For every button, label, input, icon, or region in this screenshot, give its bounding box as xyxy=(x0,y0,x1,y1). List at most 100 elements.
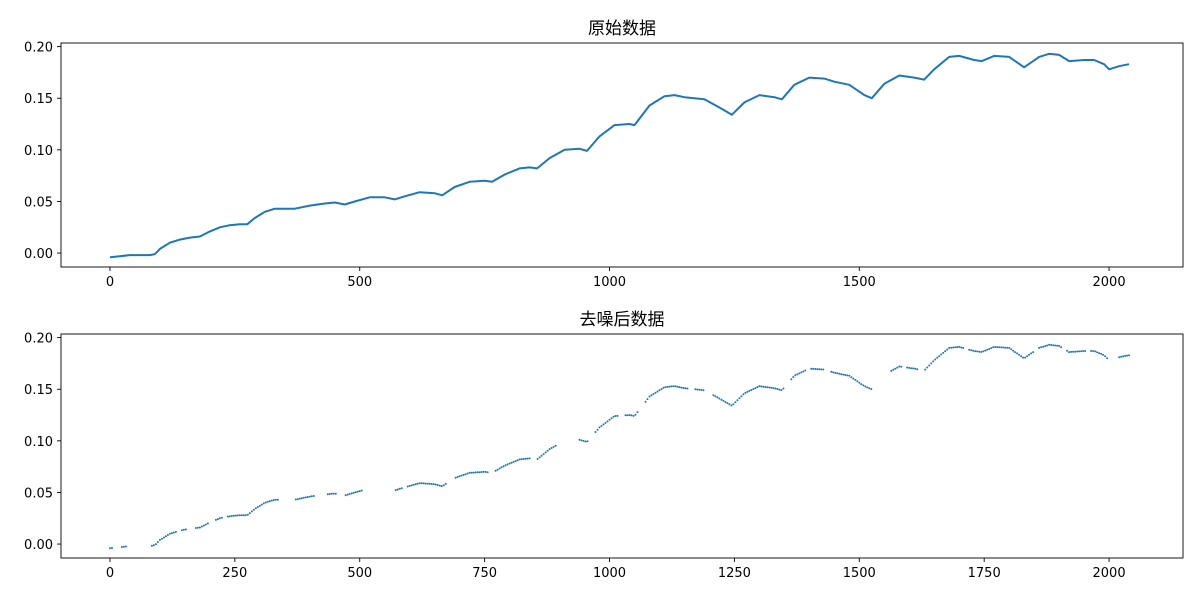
data-point xyxy=(1124,355,1127,357)
data-point xyxy=(612,415,615,418)
data-point xyxy=(272,499,275,501)
data-point xyxy=(742,393,745,396)
data-point xyxy=(236,514,239,517)
data-point xyxy=(550,447,553,449)
data-point xyxy=(986,348,989,351)
data-point xyxy=(160,537,163,540)
data-point xyxy=(252,508,255,511)
data-point xyxy=(998,346,1001,349)
data-point xyxy=(954,346,957,349)
data-point xyxy=(260,503,263,506)
data-point xyxy=(616,414,619,417)
data-point xyxy=(650,394,653,397)
data-point xyxy=(220,516,223,519)
data-point xyxy=(1090,350,1093,352)
data-point xyxy=(926,366,929,369)
data-point xyxy=(270,499,273,502)
data-point xyxy=(414,483,417,486)
data-point xyxy=(154,543,157,546)
data-point xyxy=(1000,346,1003,349)
data-point xyxy=(896,366,899,369)
data-point xyxy=(442,484,445,487)
data-point xyxy=(744,391,747,394)
data-point xyxy=(632,414,635,417)
data-point xyxy=(262,502,265,505)
data-point xyxy=(226,515,229,518)
data-point xyxy=(842,373,845,376)
data-point xyxy=(1094,350,1097,353)
data-point xyxy=(944,350,947,353)
data-point xyxy=(406,485,409,488)
data-point xyxy=(968,348,971,351)
data-point xyxy=(816,368,819,371)
data-point xyxy=(798,372,801,375)
data-point xyxy=(630,414,633,417)
data-point xyxy=(436,484,439,486)
data-point xyxy=(544,451,547,454)
data-point xyxy=(156,541,159,543)
data-point xyxy=(934,358,937,361)
y-tick-label: 0.20 xyxy=(24,332,53,347)
data-point xyxy=(830,370,833,373)
data-point xyxy=(250,510,253,513)
data-point xyxy=(916,368,919,371)
data-point xyxy=(454,476,457,479)
data-point xyxy=(930,362,933,365)
data-point xyxy=(764,386,767,388)
data-point xyxy=(728,403,731,406)
data-point xyxy=(124,545,127,548)
data-point xyxy=(1080,350,1083,353)
data-point xyxy=(938,355,941,358)
data-point xyxy=(348,493,351,495)
data-point xyxy=(928,364,931,367)
data-point xyxy=(502,465,505,468)
data-point xyxy=(972,349,975,352)
data-point xyxy=(1022,356,1025,359)
data-point xyxy=(1058,344,1061,347)
data-point xyxy=(670,385,673,388)
x-tick-label: 1750 xyxy=(968,566,1001,581)
data-point xyxy=(950,346,953,349)
y-tick-label: 0.10 xyxy=(24,144,53,159)
data-point xyxy=(792,376,795,378)
data-point xyxy=(718,397,721,400)
data-point xyxy=(864,385,867,388)
data-point xyxy=(582,439,585,442)
data-point xyxy=(254,507,257,510)
data-point xyxy=(420,482,423,485)
data-point xyxy=(1096,351,1099,354)
data-point xyxy=(1050,344,1053,346)
data-point xyxy=(514,460,517,463)
data-point xyxy=(500,466,503,469)
data-point xyxy=(198,526,201,529)
x-tick-label: 1000 xyxy=(593,275,626,290)
data-point xyxy=(720,398,723,401)
data-point xyxy=(194,527,197,529)
data-point xyxy=(1024,356,1027,359)
data-point xyxy=(980,351,983,353)
data-point xyxy=(948,346,951,349)
data-point xyxy=(540,454,543,457)
data-point xyxy=(604,421,607,424)
data-point xyxy=(900,365,903,368)
data-point xyxy=(456,476,459,478)
data-point xyxy=(610,417,613,420)
data-point xyxy=(1098,352,1101,355)
data-point xyxy=(814,368,817,370)
data-point xyxy=(994,346,997,348)
data-point xyxy=(460,474,463,477)
data-point xyxy=(358,490,361,493)
data-point xyxy=(200,525,203,528)
data-point xyxy=(214,518,217,521)
axes-frame xyxy=(60,42,1184,268)
data-point xyxy=(1028,353,1031,356)
data-point xyxy=(412,483,415,486)
data-point xyxy=(204,523,207,526)
y-tick-label: 0.05 xyxy=(24,195,53,210)
data-point xyxy=(956,346,959,349)
data-point xyxy=(474,471,477,474)
x-tick-label: 1250 xyxy=(718,566,751,581)
data-point xyxy=(850,376,853,379)
data-point xyxy=(906,366,909,369)
data-point xyxy=(394,489,397,492)
